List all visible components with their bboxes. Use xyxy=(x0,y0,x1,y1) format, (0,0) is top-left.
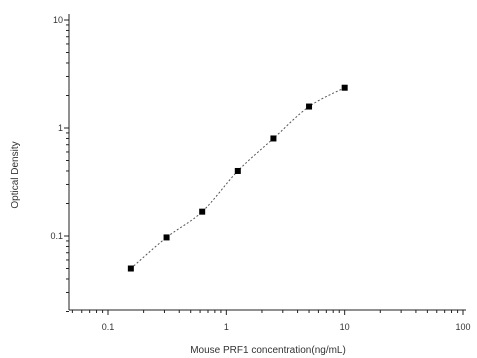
fit-curve xyxy=(130,87,345,269)
data-point xyxy=(270,135,277,142)
y-tick-label: 10 xyxy=(53,15,63,25)
data-point xyxy=(234,167,241,174)
data-point xyxy=(163,234,170,241)
x-axis-title: Mouse PRF1 concentration(ng/mL) xyxy=(190,345,346,356)
x-axis-ticks: 0.1 1 10 100 xyxy=(71,310,471,332)
x-tick-label: 0.1 xyxy=(102,322,115,332)
data-point xyxy=(127,265,134,272)
x-tick-label: 100 xyxy=(455,322,470,332)
y-axis-ticks: 0.1 1 10 xyxy=(50,15,69,312)
y-tick-label: 0.1 xyxy=(50,231,63,241)
data-points xyxy=(127,84,348,272)
fit-curve-line xyxy=(130,87,345,269)
y-tick-label: 1 xyxy=(58,123,63,133)
data-point xyxy=(306,103,313,110)
data-point xyxy=(341,84,348,91)
y-axis-title: Optical Density xyxy=(10,141,21,208)
data-point xyxy=(199,208,206,215)
x-tick-label: 10 xyxy=(340,322,350,332)
x-tick-label: 1 xyxy=(224,322,229,332)
